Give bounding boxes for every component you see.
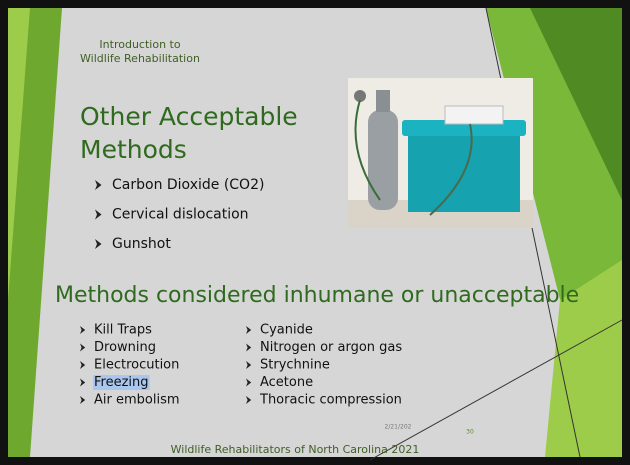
list-item: Strychnine xyxy=(260,358,330,373)
header-text: Introduction to xyxy=(99,38,180,51)
list-item: Acetone xyxy=(260,375,313,390)
list-item: Nitrogen or argon gas xyxy=(260,340,402,355)
subheading: Methods considered inhumane or unaccepta… xyxy=(55,283,579,308)
list-item: Thoracic compression xyxy=(259,393,402,408)
slide-title: Other Acceptable xyxy=(80,102,298,131)
header-text: Wildlife Rehabilitation xyxy=(80,52,200,65)
list-item: Electrocution xyxy=(94,358,179,373)
slide-title: Methods xyxy=(80,135,187,164)
slide: Introduction toWildlife Rehabilitation Ot… xyxy=(0,0,630,465)
bullet-text: Cervical dislocation xyxy=(112,207,249,223)
bullet-text: Gunshot xyxy=(112,236,171,252)
footer: Wildlife Rehabilitators of North Carolin… xyxy=(171,443,420,456)
date: 2/21/202 xyxy=(385,424,412,431)
page: Introduction toWildlife Rehabilitation Ot… xyxy=(0,0,630,465)
list-item: Kill Traps xyxy=(94,323,152,338)
list-item: Air embolism xyxy=(94,393,180,408)
page-number: 30 xyxy=(466,429,474,436)
list-item: Cyanide xyxy=(260,323,313,338)
list-item: Drowning xyxy=(94,340,156,355)
bullet-text: Carbon Dioxide (CO2) xyxy=(112,177,264,193)
photo xyxy=(348,78,533,228)
list-item: Freezing xyxy=(94,375,149,390)
